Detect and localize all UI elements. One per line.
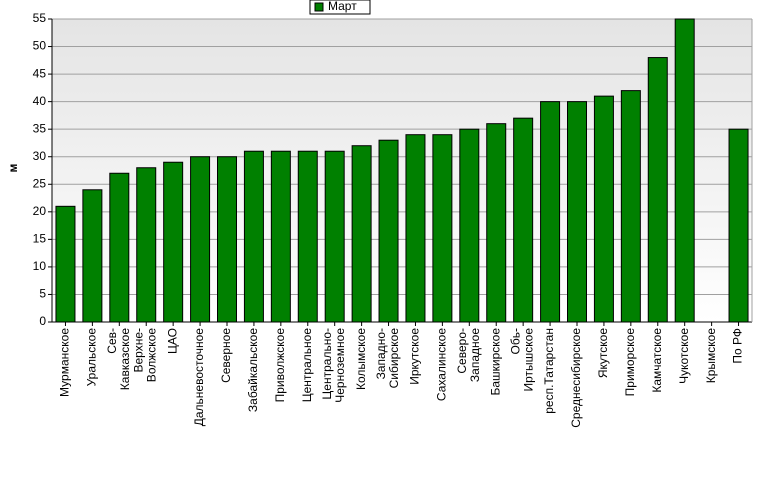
x-tick-label: Забайкальское — [246, 328, 260, 412]
bar — [647, 57, 668, 323]
bar — [243, 150, 264, 323]
x-tick-label: Уральское — [85, 328, 99, 387]
bar — [540, 101, 561, 323]
y-tick-label: 15 — [33, 232, 47, 246]
x-tick-label: Сев-Кавказское — [105, 328, 132, 391]
x-tick-label: Иркутское — [408, 328, 422, 385]
bar — [324, 150, 345, 323]
y-tick-label: 40 — [33, 94, 47, 108]
x-tick-label: Камчатское — [650, 328, 664, 393]
x-tick-label: Обь-Иртышское — [509, 328, 536, 392]
bar — [378, 139, 399, 323]
x-tick-label: Среднесибирское — [569, 328, 583, 428]
y-axis-label: м — [6, 163, 20, 172]
bar — [593, 95, 614, 323]
y-tick-label: 50 — [33, 39, 47, 53]
bar — [620, 90, 641, 323]
y-tick-label: 20 — [33, 204, 47, 218]
bar — [55, 205, 76, 323]
y-tick-label: 55 — [33, 11, 47, 25]
bar — [486, 123, 507, 323]
x-tick-label: Дальневосточное — [192, 328, 206, 427]
x-tick-label: Чукотское — [677, 328, 691, 384]
x-tick-label: Крымское — [704, 328, 718, 384]
x-tick-label: По РФ — [731, 328, 745, 364]
bar — [567, 101, 587, 323]
bar — [82, 189, 103, 323]
bar — [459, 128, 480, 323]
x-tick-label: респ.Татарстан — [542, 328, 556, 414]
x-tick-label: Мурманское — [58, 328, 72, 397]
bar — [297, 150, 318, 323]
x-tick-label: Сахалинское — [435, 328, 449, 401]
x-tick-label: Верхне-Волжское — [132, 328, 159, 383]
x-tick-label: Приморское — [623, 328, 637, 397]
x-tick-label: Якутское — [596, 328, 610, 378]
bar — [432, 134, 453, 323]
bar — [190, 156, 211, 323]
bar — [270, 150, 291, 323]
bar — [351, 145, 372, 323]
bar — [136, 167, 157, 323]
bar — [674, 18, 695, 323]
legend-swatch — [314, 2, 324, 12]
x-tick-label: Центрально-Черноземное — [320, 328, 347, 403]
y-tick-label: 45 — [33, 66, 47, 80]
bar — [217, 156, 237, 323]
bar — [109, 172, 130, 323]
x-tick-label: Северо-Западное — [455, 328, 482, 382]
x-tick-label: Приволжское — [273, 328, 287, 403]
y-tick-label: 30 — [33, 149, 47, 163]
x-tick-label: Колымское — [354, 328, 368, 390]
x-tick-label: ЦАО — [165, 328, 179, 354]
x-tick-label: Западно-Сибирское — [374, 328, 401, 389]
y-tick-label: 35 — [33, 121, 47, 135]
bar — [163, 161, 184, 323]
x-tick-label: Башкирское — [488, 328, 502, 396]
legend-box — [309, 0, 371, 15]
y-tick-label: 25 — [33, 176, 47, 190]
y-tick-label: 10 — [33, 259, 47, 273]
bar — [728, 128, 749, 323]
bar — [405, 134, 426, 323]
y-tick-label: 0 — [39, 314, 46, 328]
x-tick-label: Центральное — [300, 328, 314, 403]
x-tick-label: Северное — [219, 328, 233, 383]
plot-area — [52, 19, 752, 322]
bar — [513, 117, 534, 323]
legend-label: Март — [328, 0, 357, 13]
y-tick-label: 5 — [39, 287, 46, 301]
